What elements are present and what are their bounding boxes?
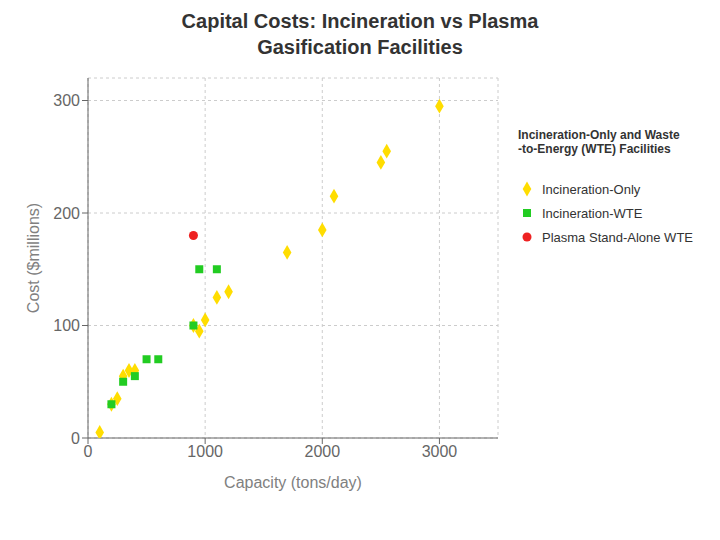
svg-text:300: 300 [53,92,80,109]
svg-text:200: 200 [53,205,80,222]
svg-text:0: 0 [84,443,93,460]
svg-text:0: 0 [71,430,80,447]
svg-text:3000: 3000 [422,443,458,460]
svg-text:2000: 2000 [304,443,340,460]
svg-text:100: 100 [53,317,80,334]
html-text:Gasification Facilities: Gasification Facilities [257,36,463,58]
html-text:Incineration-WTE: Incineration-WTE [542,205,643,221]
svg-text:1000: 1000 [187,443,223,460]
svg-text:Cost ($millions): Cost ($millions) [25,203,42,313]
html-text:Capital Costs: Incineration vs: Capital Costs: Incineration vs Plasma [181,10,539,32]
html-text:Incineration-Only: Incineration-Only [542,181,641,197]
html-text:Plasma Stand-Alone WTE: Plasma Stand-Alone WTE [542,229,693,245]
html-text:Incineration-Only and Waste -t: Incineration-Only and Waste -to-Energy (… [518,128,680,156]
svg-text:Capacity (tons/day): Capacity (tons/day) [224,474,362,491]
